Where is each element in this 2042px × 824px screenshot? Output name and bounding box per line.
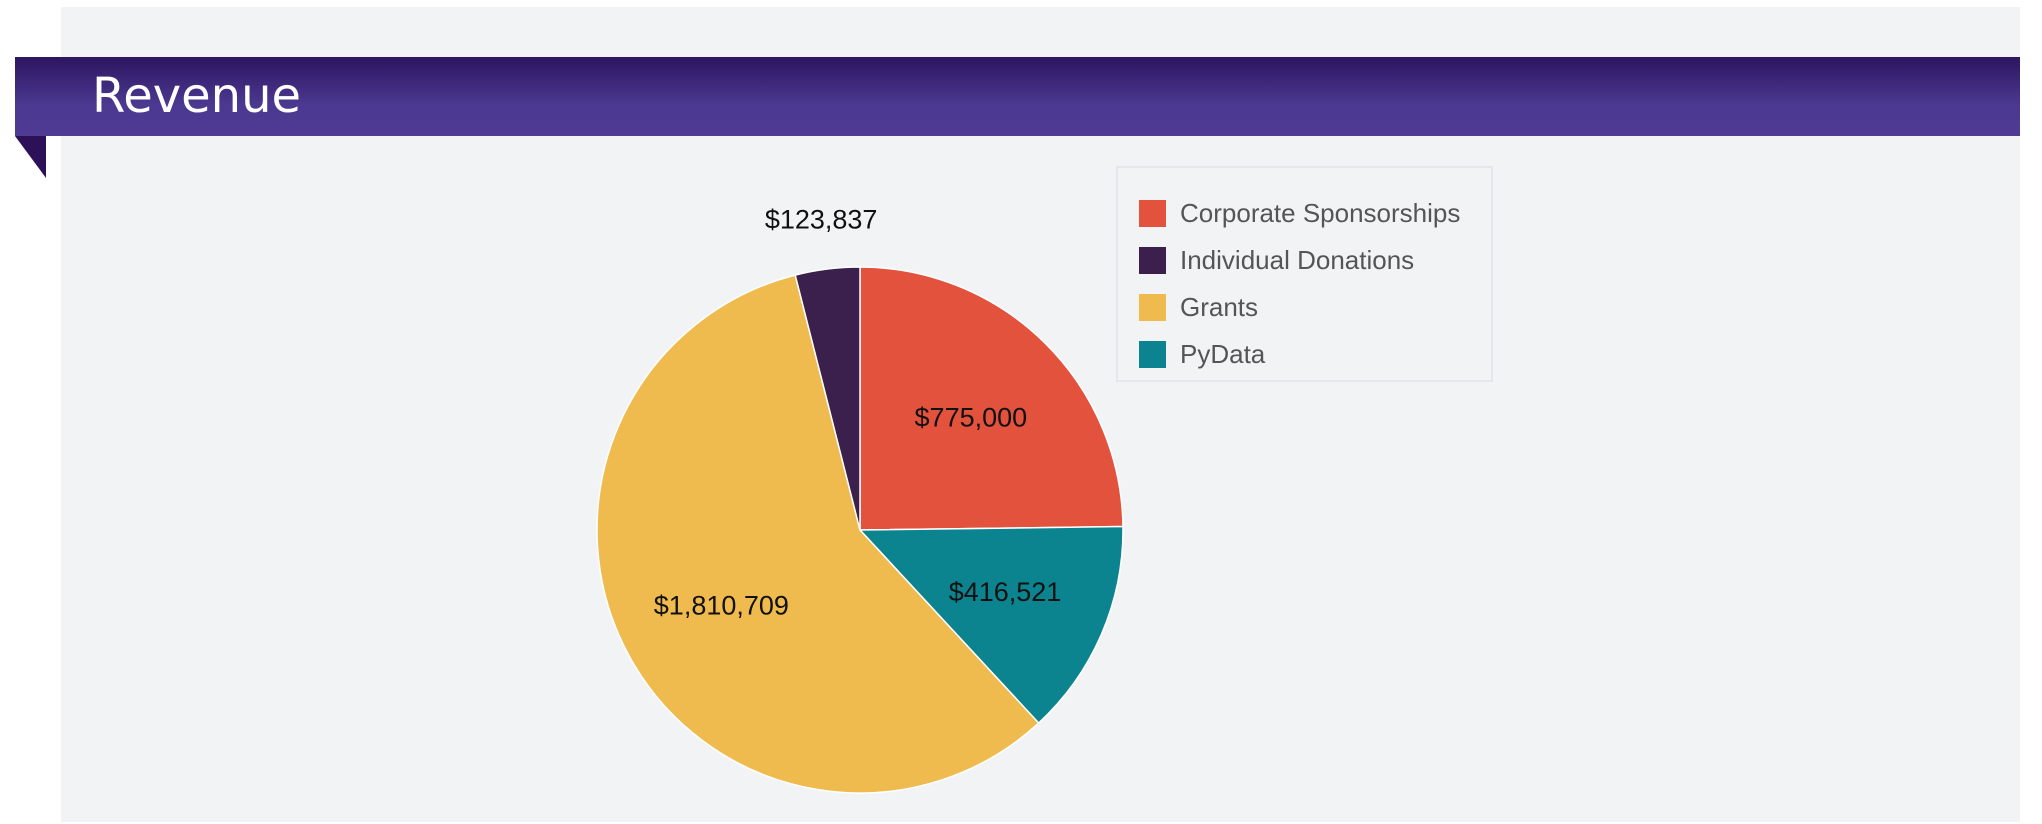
- legend-item-individual-donations[interactable]: Individual Donations: [1118, 237, 1491, 284]
- legend-item-grants[interactable]: Grants: [1118, 284, 1491, 331]
- slice-value-label: $1,810,709: [654, 590, 789, 620]
- legend-label: PyData: [1180, 339, 1266, 369]
- legend-label: Corporate Sponsorships: [1180, 198, 1461, 228]
- slice-value-label: $123,837: [765, 204, 878, 234]
- section-title: Revenue: [92, 68, 302, 124]
- slice-value-label: $416,521: [949, 577, 1062, 607]
- section-header: Revenue: [15, 57, 2020, 136]
- legend-label: Individual Donations: [1180, 245, 1415, 275]
- legend-item-pydata[interactable]: PyData: [1118, 331, 1491, 378]
- legend-swatch: [1139, 341, 1166, 368]
- legend-swatch: [1139, 294, 1166, 321]
- slice-value-label: $775,000: [915, 403, 1028, 433]
- legend-label: Grants: [1180, 292, 1259, 322]
- pie-slice-pydata[interactable]: [858, 525, 1124, 725]
- legend-swatch: [1139, 247, 1166, 274]
- chart-legend: Corporate Sponsorships Individual Donati…: [1116, 166, 1493, 382]
- pie-slice-corporate-sponsorships[interactable]: [859, 266, 1124, 531]
- legend-swatch: [1139, 200, 1166, 227]
- legend-item-corporate-sponsorships[interactable]: Corporate Sponsorships: [1118, 190, 1491, 237]
- pie-slice-grants[interactable]: [596, 274, 1040, 794]
- pie-slice-individual-donations[interactable]: [794, 266, 861, 531]
- ribbon-fold: [15, 136, 46, 178]
